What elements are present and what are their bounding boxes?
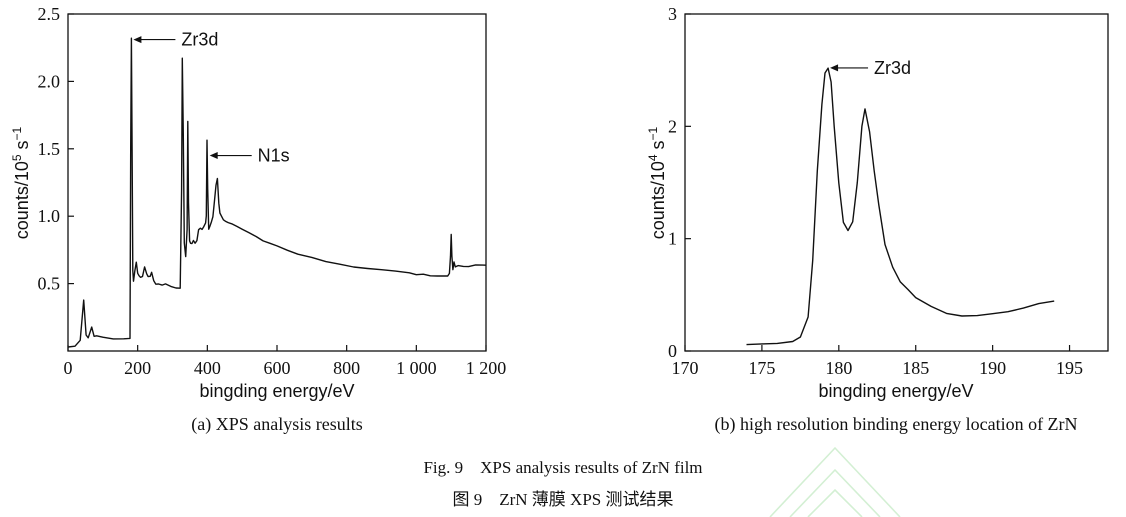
chart-a-xtick-label: 800 <box>333 358 360 378</box>
chart-b-xlabel: bingding energy/eV <box>818 381 973 401</box>
chart-a-ytick-label: 2.0 <box>38 71 61 91</box>
annotation-arrow-head <box>209 152 218 160</box>
figure-caption-en: Fig. 9 XPS analysis results of ZrN film <box>423 458 702 477</box>
chart-b-ytick-label: 3 <box>668 4 677 24</box>
chart-b-ytick-label: 0 <box>668 341 677 361</box>
figure-caption-cn: 图 9 ZrN 薄膜 XPS 测试结果 <box>452 490 673 509</box>
chart-b-series-line <box>746 67 1055 346</box>
chart-a-xtick-label: 600 <box>264 358 291 378</box>
chart-b-ytick-label: 1 <box>668 229 677 249</box>
chart-a-ytick-label: 1.0 <box>38 206 61 226</box>
annotation-arrow-head <box>830 64 839 72</box>
chart-a-ytick-label: 1.5 <box>38 139 61 159</box>
chart-a-ytick-label: 2.5 <box>38 4 61 24</box>
chart-a-caption: (a) XPS analysis results <box>191 414 362 435</box>
chart-a-xlabel: bingding energy/eV <box>199 381 354 401</box>
chart-b-frame <box>684 13 1109 352</box>
chart-b-caption: (b) high resolution binding energy locat… <box>714 414 1077 435</box>
chart-a-xtick-label: 400 <box>194 358 221 378</box>
chart-a-xtick-label: 1 000 <box>396 358 437 378</box>
annotation-label: Zr3d <box>874 58 911 78</box>
chart-a-series-line <box>67 37 487 348</box>
chart-b-ylabel: counts/104 s−1 <box>646 126 668 239</box>
chart-a-ytick-label: 0.5 <box>38 274 61 294</box>
chart-b-xtick-label: 185 <box>902 358 929 378</box>
chart-b-ytick-label: 2 <box>668 116 677 136</box>
chart-a-xtick-label: 1 200 <box>466 358 507 378</box>
chart-b-xtick-label: 175 <box>748 358 775 378</box>
chart-a: 0 200 400 600 800 1 000 1 200 0.5 1.0 1.5 2.0 2.5 Z… <box>10 4 506 435</box>
annotation-label: N1s <box>258 146 290 166</box>
chart-b: 170 175 180 185 190 195 0 1 2 3 Zr3d bingding ene… <box>646 4 1109 435</box>
annotation-arrow-head <box>133 36 142 44</box>
chart-b-xtick-label: 170 <box>672 358 699 378</box>
chart-a-xtick-label: 200 <box>124 358 151 378</box>
chart-a-xtick-label: 0 <box>64 358 73 378</box>
chart-b-xtick-label: 190 <box>979 358 1006 378</box>
chart-b-xtick-label: 195 <box>1056 358 1083 378</box>
chart-a-ylabel: counts/105 s−1 <box>10 126 32 239</box>
watermark-logo <box>769 446 901 517</box>
annotation-label: Zr3d <box>181 30 218 50</box>
chart-b-xtick-label: 180 <box>825 358 852 378</box>
